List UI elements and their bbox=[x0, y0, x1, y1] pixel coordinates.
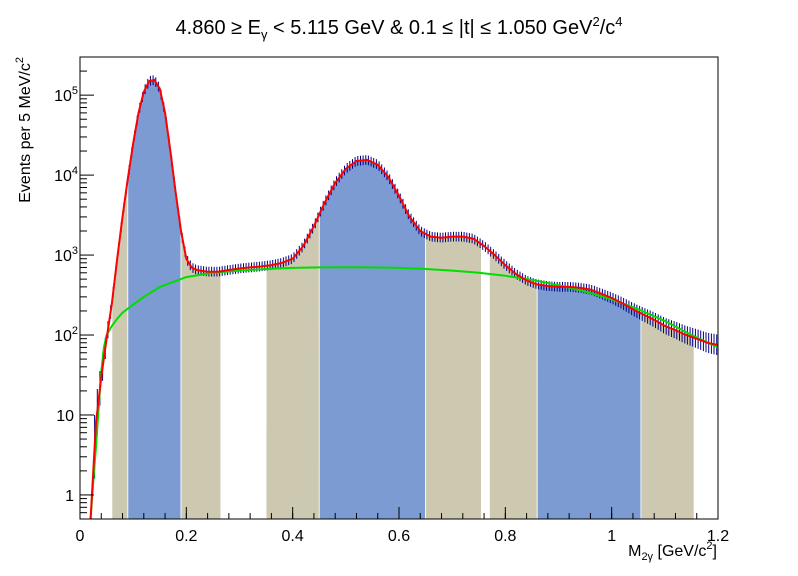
y-tick-label: 103 bbox=[54, 245, 78, 265]
band-tan-8 bbox=[640, 312, 695, 520]
chart-title: 4.860 ≥ Eγ < 5.115 GeV & 0.1 ≤ |t| ≤ 1.0… bbox=[176, 14, 623, 42]
y-tick-label: 105 bbox=[54, 85, 78, 105]
band-tan-6 bbox=[488, 249, 538, 520]
band-tan-5 bbox=[425, 233, 482, 520]
y-tick-label: 10 bbox=[56, 408, 74, 425]
x-tick-label: 0.8 bbox=[494, 528, 516, 545]
x-tick-label: 1.2 bbox=[707, 528, 729, 545]
x-tick-label: 0 bbox=[76, 528, 85, 545]
x-tick-label: 1 bbox=[607, 528, 616, 545]
y-axis-label: Events per 5 MeV/c2 bbox=[14, 57, 34, 203]
x-tick-label: 0.2 bbox=[175, 528, 197, 545]
x-tick-label: 0.4 bbox=[282, 528, 304, 545]
band-blue-7 bbox=[536, 283, 642, 520]
x-axis-label: M2γ [GeV/c2] bbox=[628, 540, 717, 563]
x-tick-label: 0.6 bbox=[388, 528, 410, 545]
y-tick-label: 104 bbox=[54, 165, 78, 185]
x-axis: 0 0.2 0.4 0.6 0.8 1 1.2 bbox=[76, 507, 729, 545]
y-tick-label: 102 bbox=[54, 325, 78, 345]
y-axis: 1 10 102 103 104 105 bbox=[54, 56, 94, 520]
mass-bands bbox=[111, 79, 695, 520]
total-fit-line bbox=[89, 78, 719, 520]
y-tick-label: 1 bbox=[65, 488, 74, 505]
